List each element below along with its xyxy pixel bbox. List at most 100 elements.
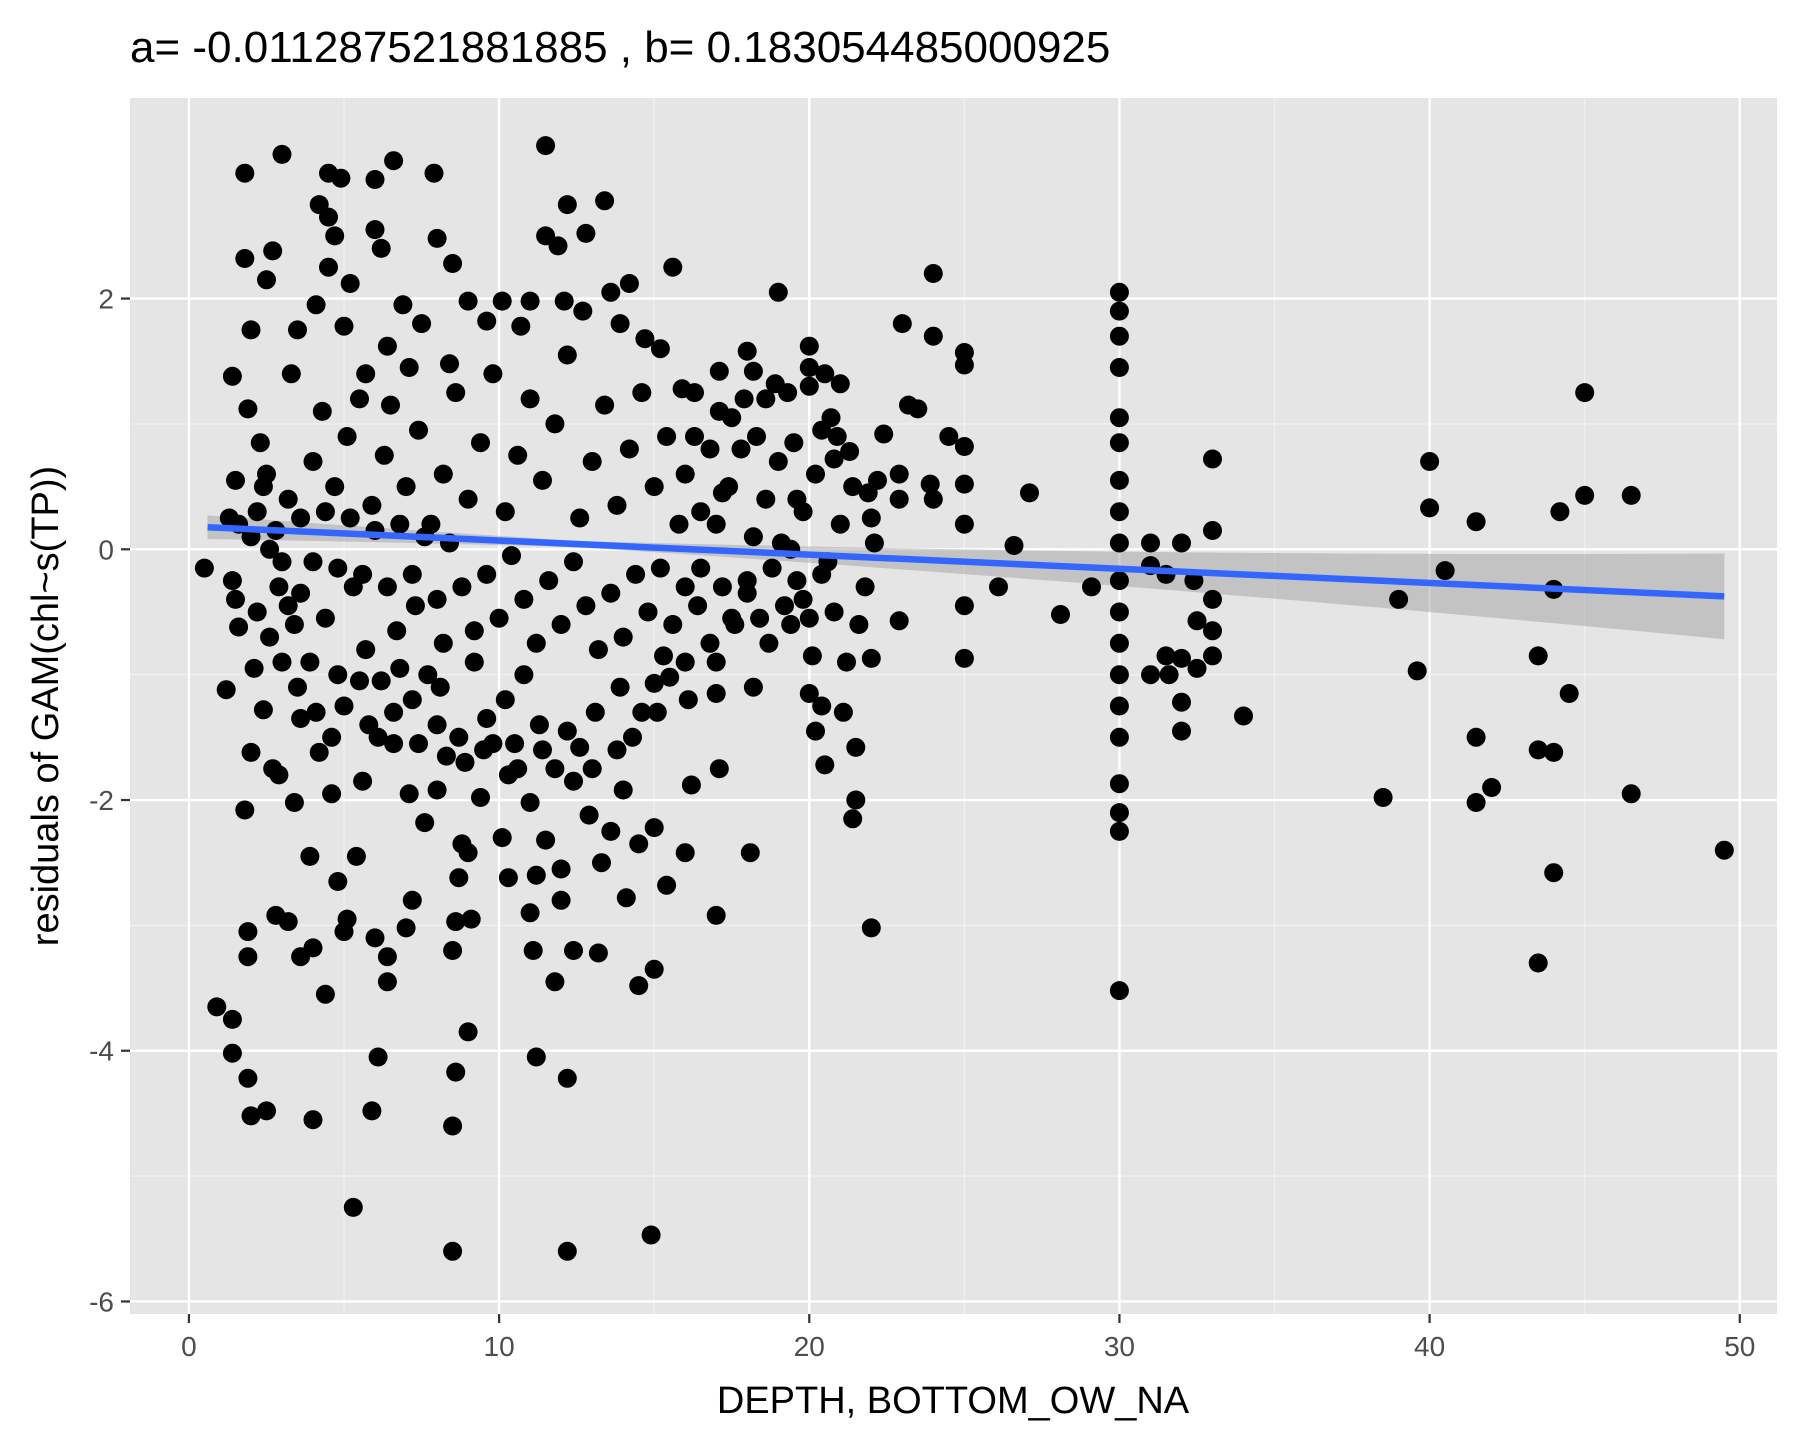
- data-point: [449, 868, 469, 888]
- axis-ticks: 0 10 20 30 40 50 -6 -4 -2 0 2: [89, 284, 1755, 1362]
- data-point: [1435, 561, 1455, 581]
- data-point: [824, 449, 844, 469]
- data-point: [529, 715, 549, 735]
- data-point: [207, 997, 227, 1017]
- data-point: [647, 702, 667, 722]
- data-point: [328, 558, 348, 578]
- data-point: [402, 690, 422, 710]
- fit-line: [207, 523, 1725, 600]
- data-point: [244, 658, 264, 678]
- data-point: [592, 853, 611, 873]
- data-point: [799, 358, 819, 377]
- data-point: [799, 684, 819, 703]
- data-point: [787, 571, 807, 591]
- data-point: [623, 727, 642, 747]
- data-point: [222, 1009, 242, 1029]
- data-point: [837, 652, 856, 672]
- data-point: [303, 452, 323, 471]
- data-point: [737, 571, 757, 591]
- data-point: [812, 696, 832, 716]
- data-point: [923, 489, 943, 509]
- data-point: [681, 775, 701, 795]
- data-point: [855, 577, 875, 597]
- data-point: [340, 508, 360, 528]
- data-point: [954, 474, 974, 494]
- data-point: [1187, 658, 1207, 678]
- data-point: [443, 941, 463, 960]
- data-point: [405, 596, 425, 616]
- data-point: [278, 489, 298, 509]
- data-point: [657, 875, 677, 895]
- data-point: [269, 765, 289, 785]
- x-tick-label: 30: [1104, 1331, 1135, 1362]
- data-point: [399, 784, 419, 804]
- data-point: [632, 702, 652, 722]
- data-point: [939, 427, 959, 446]
- data-point: [353, 771, 373, 791]
- data-point: [989, 577, 1008, 597]
- data-point: [350, 671, 369, 691]
- data-point: [861, 508, 881, 528]
- data-point: [1156, 646, 1176, 666]
- data-point: [1559, 684, 1579, 703]
- data-point: [387, 621, 407, 641]
- data-point: [1420, 452, 1440, 471]
- data-point: [315, 608, 335, 628]
- data-point: [582, 452, 602, 471]
- data-point: [356, 640, 376, 660]
- y-tick-label: 2: [98, 284, 114, 315]
- data-point: [356, 364, 376, 384]
- data-point: [830, 374, 850, 394]
- data-point: [923, 326, 943, 346]
- data-point: [1389, 589, 1409, 609]
- data-point: [570, 508, 590, 528]
- data-point: [377, 947, 397, 967]
- data-point: [1714, 840, 1734, 860]
- data-point: [526, 633, 546, 653]
- data-point: [573, 301, 593, 321]
- data-point: [762, 558, 782, 578]
- data-point: [427, 589, 447, 609]
- data-point: [495, 690, 515, 710]
- data-point: [371, 238, 391, 258]
- data-point: [954, 648, 974, 668]
- data-point: [452, 834, 472, 854]
- data-point: [415, 813, 435, 833]
- data-point: [340, 274, 360, 293]
- data-point: [557, 195, 577, 215]
- data-point: [719, 477, 739, 497]
- y-tick-label: -2: [89, 785, 114, 816]
- data-point: [706, 905, 726, 925]
- data-point: [734, 389, 754, 409]
- data-point: [1109, 408, 1129, 428]
- data-point: [557, 345, 577, 365]
- data-point: [954, 343, 974, 362]
- data-point: [619, 439, 639, 459]
- data-point: [1109, 470, 1129, 490]
- data-point: [626, 564, 646, 584]
- data-point: [365, 928, 385, 948]
- data-point: [1544, 863, 1564, 883]
- data-point: [365, 220, 385, 240]
- data-point: [545, 759, 565, 779]
- data-point: [520, 793, 540, 812]
- data-point: [440, 354, 459, 374]
- data-point: [846, 737, 866, 757]
- data-point: [781, 615, 801, 634]
- data-point: [1109, 502, 1129, 522]
- data-point: [1420, 498, 1440, 518]
- data-point: [337, 909, 357, 929]
- data-point: [759, 633, 779, 653]
- data-point: [1482, 778, 1502, 797]
- data-point: [511, 316, 531, 336]
- data-point: [799, 376, 819, 396]
- data-point: [458, 1022, 478, 1042]
- data-point: [260, 627, 280, 647]
- data-point: [334, 316, 354, 336]
- data-point: [1172, 533, 1191, 553]
- data-point: [253, 700, 273, 720]
- data-point: [238, 947, 258, 967]
- data-point: [923, 264, 943, 283]
- data-point: [526, 865, 546, 885]
- data-point: [281, 364, 301, 384]
